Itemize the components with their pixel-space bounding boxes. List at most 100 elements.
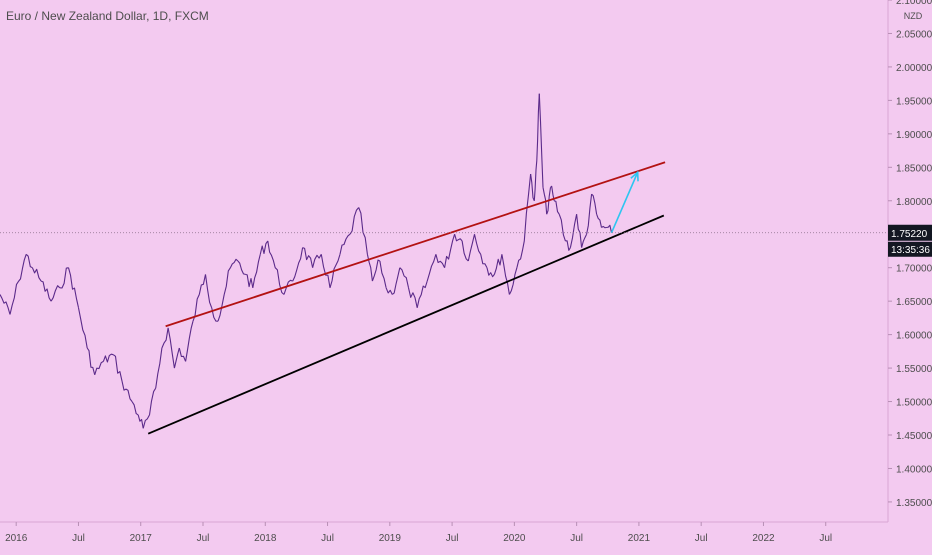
time-tick-label: Jul [197, 533, 210, 544]
price-segment [237, 260, 246, 275]
time-tick-label: Jul [695, 533, 708, 544]
time-tick-label: Jul [446, 533, 459, 544]
price-tick-label: 1.55000 [896, 364, 932, 375]
price-segment [131, 401, 139, 416]
annotations [0, 161, 888, 435]
price-segment [245, 273, 254, 288]
price-segment [121, 381, 133, 402]
price-axis[interactable]: 1.35000 1.40000 1.45000 1.50000 1.55000 1.600… [888, 0, 932, 509]
price-segment [586, 194, 593, 235]
price-segment [0, 294, 11, 315]
price-segment [142, 414, 150, 429]
price-segment [274, 267, 285, 295]
time-tick-label: Jul [72, 533, 85, 544]
price-segment [444, 234, 456, 268]
resistance-trendline [165, 161, 666, 328]
price-segment [530, 173, 535, 202]
price-segment [493, 254, 503, 275]
price-segment [292, 247, 304, 282]
time-tick-label: 2018 [254, 533, 277, 544]
price-segment [435, 254, 446, 268]
price-segment [501, 254, 510, 295]
price-tick-label: 2.10000 [896, 0, 932, 7]
price-segment [112, 354, 123, 382]
countdown-text: 13:35:36 [891, 245, 930, 256]
price-segment [473, 234, 482, 255]
price-segment [312, 254, 322, 268]
price-segment [259, 240, 269, 255]
price-segment [161, 327, 169, 349]
price-segment [523, 173, 532, 241]
price-segment [550, 185, 555, 201]
time-tick-label: 2022 [752, 533, 775, 544]
price-segment [536, 93, 540, 161]
price-segment [217, 294, 225, 322]
price-segment [86, 347, 96, 375]
price-segment [606, 224, 613, 233]
price-segment [391, 267, 401, 295]
price-segment [416, 280, 428, 308]
price-segment [329, 254, 341, 288]
price-segment [533, 160, 538, 201]
time-tick-label: 2020 [503, 533, 526, 544]
price-segment [25, 253, 33, 269]
time-tick-label: Jul [819, 533, 832, 544]
price-tick-label: 1.35000 [896, 498, 932, 509]
price-segment [67, 267, 80, 308]
price-segment [302, 247, 314, 268]
price-segment [148, 387, 157, 415]
time-axis[interactable]: 2016 Jul 2017 Jul 2018 Jul 2019 Jul 2020 Jul 2021 J… [5, 522, 832, 544]
chart-title: Euro / New Zealand Dollar, 1D, FXCM [6, 9, 209, 23]
time-tick-label: 2021 [628, 533, 651, 544]
time-tick-label: Jul [321, 533, 334, 544]
price-segment [508, 267, 518, 295]
price-tick-label: 1.85000 [896, 163, 932, 174]
price-segment [558, 214, 566, 242]
last-price-text: 1.75220 [891, 229, 928, 240]
price-segment [94, 360, 104, 375]
price-segment [516, 240, 525, 268]
price-segment [267, 240, 276, 268]
price-tags: 1.75220 13:35:36 [888, 224, 932, 257]
price-tick-label: 1.60000 [896, 331, 932, 342]
price-segment [77, 307, 88, 349]
price-segment [565, 240, 571, 251]
price-segment [102, 353, 114, 363]
price-segment [538, 93, 544, 188]
price-segment [454, 234, 463, 242]
price-segment [192, 294, 200, 322]
price-segment [546, 187, 552, 215]
price-segment [155, 347, 163, 389]
price-tick-label: 1.45000 [896, 431, 932, 442]
price-segment [349, 207, 360, 235]
price-segment [173, 347, 180, 369]
price-segment [40, 280, 52, 302]
price-series [0, 93, 613, 429]
price-segment [204, 274, 213, 308]
price-tick-label: 1.50000 [896, 398, 932, 409]
price-segment [591, 193, 598, 215]
time-tick-label: 2017 [130, 533, 153, 544]
price-segment [283, 279, 293, 295]
price-tick-label: 1.65000 [896, 297, 932, 308]
price-segment [399, 267, 410, 288]
price-segment [366, 254, 373, 282]
price-segment [461, 240, 469, 262]
price-tick-label: 1.90000 [896, 130, 932, 141]
price-segment [31, 267, 42, 282]
price-segment [320, 254, 331, 288]
price-tick-label: 1.40000 [896, 464, 932, 475]
last-price-tag [888, 224, 932, 241]
price-segment [581, 233, 588, 248]
price-segment [211, 307, 219, 322]
price-segment [178, 347, 187, 362]
price-segment [554, 200, 560, 215]
price-segment [167, 327, 175, 369]
time-tick-label: 2019 [379, 533, 402, 544]
price-segment [542, 187, 548, 215]
price-segment [385, 287, 393, 295]
price-tick-label: 1.95000 [896, 96, 932, 107]
